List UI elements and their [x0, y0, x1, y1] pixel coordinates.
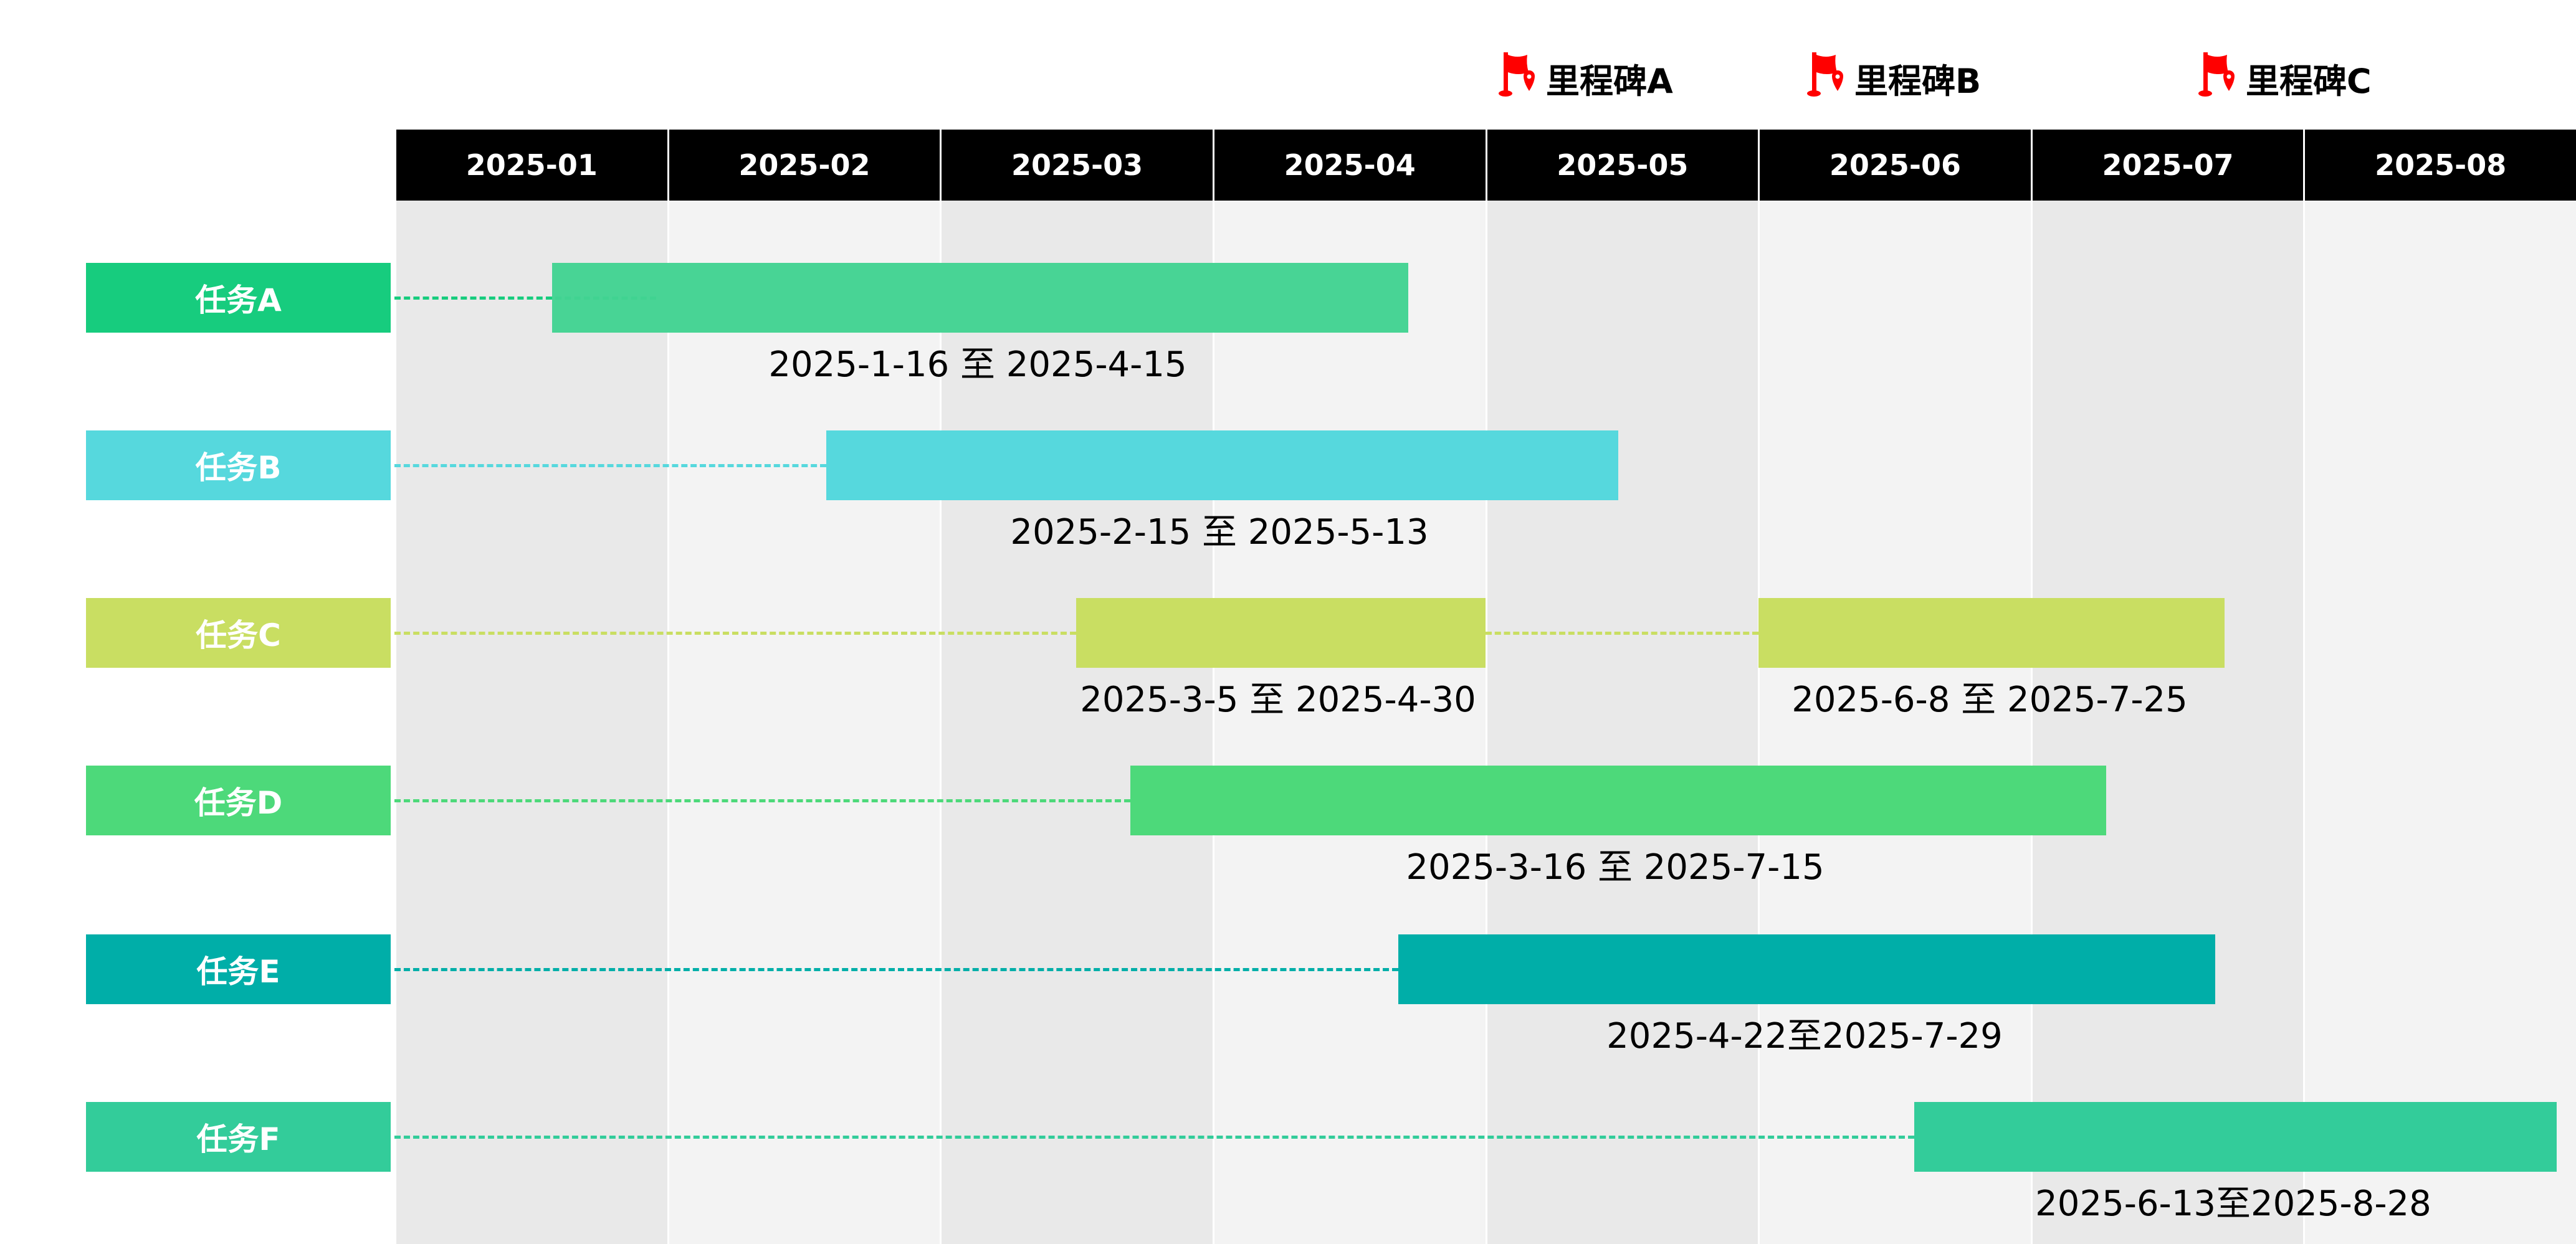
task-label: 任务D — [86, 766, 391, 835]
date-range-label: 2025-3-16 至 2025-7-15 — [1406, 847, 1825, 888]
milestone-label: 里程碑C — [2246, 62, 2372, 101]
connector-dash-line — [394, 968, 1398, 971]
date-range-label: 2025-6-8 至 2025-7-25 — [1791, 680, 2188, 720]
month-header: 2025-01 — [394, 130, 667, 201]
milestone: 里程碑C — [2198, 51, 2372, 105]
milestone-label: 里程碑B — [1854, 62, 1982, 101]
task-bar — [552, 263, 1408, 333]
month-header: 2025-08 — [2303, 130, 2576, 201]
connector-dash-line — [394, 297, 656, 300]
task-bar — [1076, 598, 1486, 668]
task-label: 任务E — [86, 934, 391, 1004]
red-flag-icon — [1499, 51, 1546, 105]
month-header: 2025-06 — [1758, 130, 2031, 201]
month-column — [940, 201, 1213, 1244]
date-range-label: 2025-2-15 至 2025-5-13 — [1010, 512, 1429, 553]
date-range-label: 2025-4-22至2025-7-29 — [1606, 1016, 2003, 1056]
month-header: 2025-02 — [667, 130, 940, 201]
milestone: 里程碑A — [1499, 51, 1673, 105]
month-column — [1485, 201, 1758, 1244]
month-header: 2025-03 — [940, 130, 1213, 201]
task-bar — [826, 430, 1618, 500]
task-bar — [1130, 766, 2106, 835]
milestone: 里程碑B — [1807, 51, 1981, 105]
month-header: 2025-04 — [1212, 130, 1486, 201]
month-header: 2025-05 — [1485, 130, 1758, 201]
connector-dash-line — [1486, 632, 1758, 635]
month-column — [1212, 201, 1486, 1244]
month-header: 2025-07 — [2030, 130, 2304, 201]
connector-dash-line — [394, 799, 1130, 802]
task-label: 任务A — [86, 263, 391, 333]
date-range-label: 2025-6-13至2025-8-28 — [2035, 1184, 2431, 1224]
date-range-label: 2025-3-5 至 2025-4-30 — [1080, 680, 1476, 720]
month-column — [394, 201, 667, 1244]
connector-dash-line — [394, 1136, 1914, 1139]
milestone-label: 里程碑A — [1546, 62, 1673, 101]
month-column — [667, 201, 940, 1244]
red-flag-icon — [1807, 51, 1854, 105]
connector-dash-line — [394, 464, 826, 467]
connector-dash-line — [394, 632, 1076, 635]
date-range-label: 2025-1-16 至 2025-4-15 — [768, 344, 1187, 385]
task-label: 任务B — [86, 430, 391, 500]
task-bar — [1914, 1102, 2557, 1172]
task-label: 任务C — [86, 598, 391, 668]
task-label: 任务F — [86, 1102, 391, 1172]
task-bar — [1398, 934, 2215, 1004]
task-bar — [1758, 598, 2225, 668]
month-column — [2030, 201, 2304, 1244]
month-column — [2303, 201, 2576, 1244]
month-column — [1758, 201, 2031, 1244]
red-flag-icon — [2198, 51, 2246, 105]
